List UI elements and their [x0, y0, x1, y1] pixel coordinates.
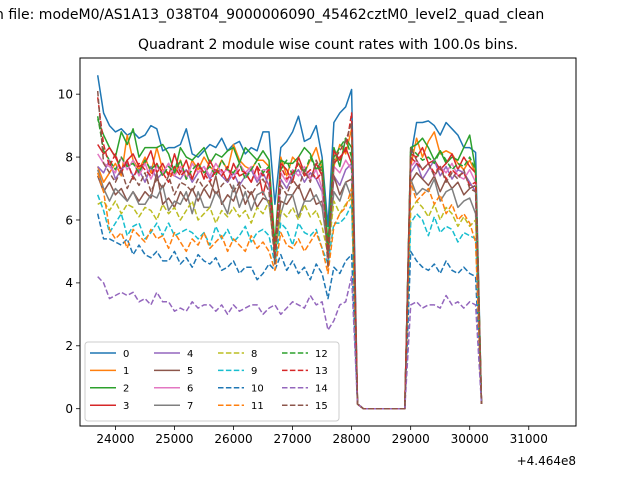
- series-line-13: [96, 97, 483, 410]
- series-line-0: [96, 75, 483, 410]
- legend-label-7: 7: [187, 401, 193, 412]
- series-line-6: [97, 153, 483, 410]
- x-tick-label: 27000: [273, 432, 311, 446]
- legend-label-1: 1: [123, 366, 129, 377]
- series-line-2: [96, 119, 483, 410]
- x-tick-label: 28000: [333, 432, 371, 446]
- series-line-5: [96, 172, 483, 410]
- y-tick-label: 10: [58, 87, 73, 101]
- chart-title: Quadrant 2 module wise count rates with …: [138, 37, 518, 53]
- series-line-9: [96, 194, 483, 410]
- y-axis: 0 2 4 6 8 10: [58, 87, 80, 416]
- series-line-15: [96, 90, 483, 410]
- y-tick-label: 2: [65, 339, 73, 353]
- legend-label-10: 10: [251, 384, 264, 395]
- legend-label-8: 8: [251, 349, 257, 360]
- legend-label-14: 14: [315, 384, 328, 395]
- x-axis: 24000 25000 26000 27000 28000 29000 30000 31000: [96, 426, 548, 446]
- series-line-8: [97, 197, 483, 410]
- x-tick-label: 29000: [392, 432, 430, 446]
- plot-frame: [79, 57, 577, 427]
- legend-label-3: 3: [123, 401, 129, 412]
- x-tick-label: 24000: [96, 432, 134, 446]
- x-tick-label: 30000: [451, 432, 489, 446]
- plot-lines: [96, 75, 483, 410]
- legend-label-2: 2: [123, 384, 129, 395]
- y-tick-label: 4: [65, 276, 73, 290]
- series-line-10: [96, 213, 483, 410]
- figure-suptitle: n file: modeM0/AS1A13_038T04_9000006090_…: [0, 7, 544, 23]
- legend-label-4: 4: [187, 349, 193, 360]
- legend-label-11: 11: [251, 401, 264, 412]
- legend-label-13: 13: [315, 366, 328, 377]
- y-tick-label: 0: [65, 402, 73, 416]
- x-tick-label: 25000: [155, 432, 193, 446]
- series-line-14: [97, 275, 483, 410]
- x-tick-label: 26000: [214, 432, 252, 446]
- legend-label-9: 9: [251, 366, 257, 377]
- legend-label-15: 15: [315, 401, 328, 412]
- y-tick-label: 6: [65, 213, 73, 227]
- legend-frame: [84, 341, 340, 422]
- legend-label-12: 12: [315, 349, 328, 360]
- x-offset-label: +4.464e8: [517, 454, 576, 468]
- series-line-12: [96, 116, 483, 410]
- legend-label-0: 0: [123, 349, 129, 360]
- legend-label-6: 6: [187, 384, 193, 395]
- legend-label-5: 5: [187, 366, 193, 377]
- x-tick-label: 31000: [510, 432, 548, 446]
- y-tick-label: 8: [65, 150, 73, 164]
- series-line-11: [96, 172, 483, 410]
